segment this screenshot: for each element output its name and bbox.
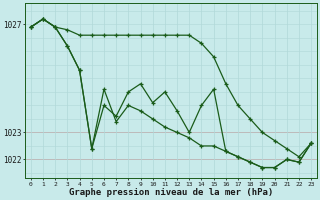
X-axis label: Graphe pression niveau de la mer (hPa): Graphe pression niveau de la mer (hPa)	[69, 188, 273, 197]
